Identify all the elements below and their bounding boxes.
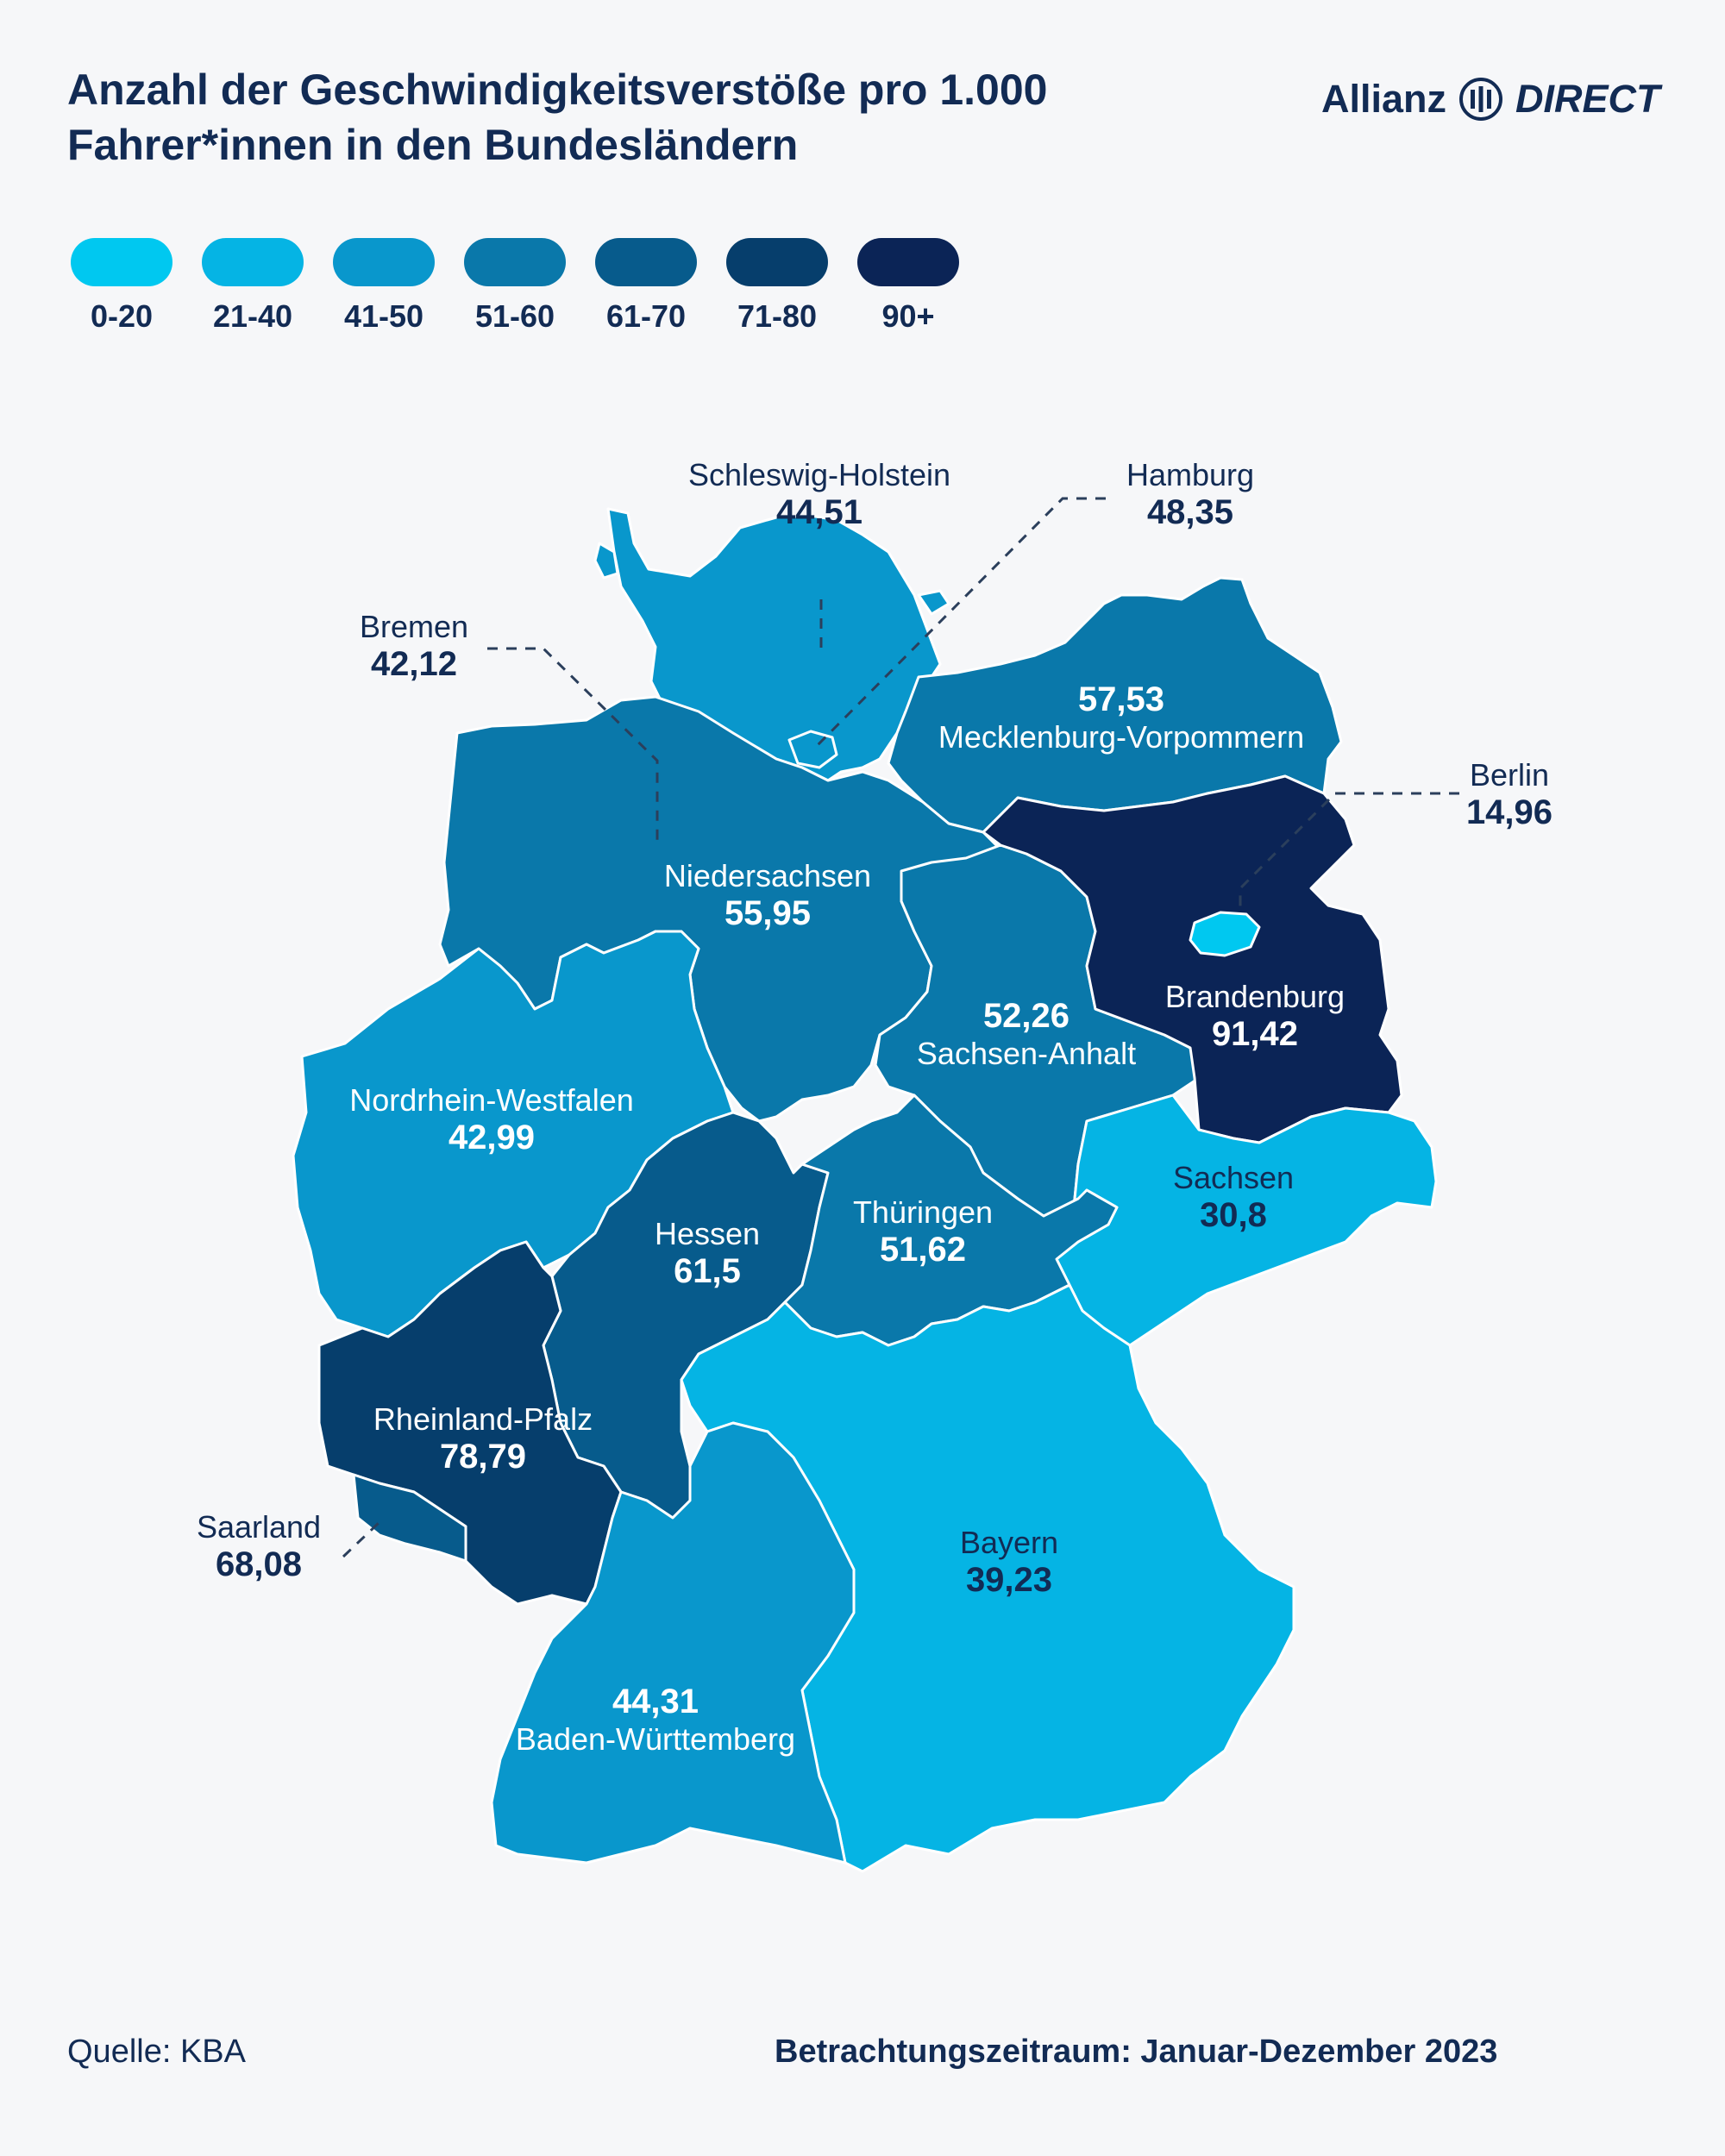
brand-name: Allianz — [1321, 77, 1447, 121]
state-name: Sachsen — [1172, 1160, 1295, 1195]
state-value: 14,96 — [1465, 793, 1553, 832]
legend-item: 61-70 — [595, 238, 697, 335]
leader-line-berlin — [1239, 792, 1459, 914]
label-baden-wuerttemberg: 44,31 Baden-Württemberg — [492, 1682, 819, 1757]
state-name: Rheinland-Pfalz — [373, 1401, 593, 1437]
state-value: 48,35 — [1146, 493, 1234, 532]
legend-item: 0-20 — [71, 238, 172, 335]
state-value: 30,8 — [1200, 1196, 1267, 1235]
period-note: Betrachtungszeitraum: Januar-Dezember 20… — [775, 2034, 1498, 2070]
label-thueringen: Thüringen 51,62 — [828, 1194, 1018, 1269]
label-hessen: Hessen 61,5 — [621, 1216, 794, 1291]
state-value: 44,31 — [612, 1683, 699, 1720]
leader-line-bremen — [487, 647, 659, 841]
state-name: Sachsen-Anhalt — [916, 1036, 1137, 1071]
legend-swatch — [333, 238, 435, 286]
state-name: Baden-Württemberg — [515, 1721, 796, 1757]
legend-label: 51-60 — [474, 298, 555, 334]
state-schleswig-holstein-island[interactable] — [593, 542, 619, 580]
label-brandenburg: Brandenburg 91,42 — [1138, 979, 1371, 1054]
state-hamburg[interactable] — [787, 730, 838, 769]
state-brandenburg[interactable] — [982, 774, 1403, 1144]
legend-swatch — [726, 238, 828, 286]
leader-line-saarland — [342, 1520, 381, 1558]
state-value: 44,51 — [775, 493, 863, 532]
state-value: 91,42 — [1211, 1015, 1299, 1054]
label-rheinland-pfalz: Rheinland-Pfalz 78,79 — [345, 1401, 621, 1476]
label-berlin: Berlin 14,96 — [1432, 757, 1587, 832]
title-line-2: Fahrer*innen in den Bundesländern — [67, 121, 799, 169]
label-schleswig-holstein: Schleswig-Holstein 44,51 — [656, 457, 983, 532]
title-line-1: Anzahl der Geschwindigkeitsverstöße pro … — [67, 66, 1048, 114]
label-sachsen-anhalt: 52,26 Sachsen-Anhalt — [897, 996, 1156, 1071]
state-value: 61,5 — [674, 1252, 741, 1291]
legend-label: 21-40 — [212, 298, 293, 334]
state-name: Bayern — [959, 1525, 1059, 1560]
state-value: 39,23 — [965, 1561, 1053, 1600]
leader-lines — [342, 497, 1459, 1558]
state-name: Bremen — [359, 609, 469, 644]
state-value: 42,12 — [370, 645, 458, 684]
legend-label: 61-70 — [605, 298, 687, 334]
allianz-eagle-icon — [1459, 78, 1503, 121]
state-value: 42,99 — [448, 1119, 536, 1157]
state-name: Brandenburg — [1164, 979, 1346, 1014]
state-name: Berlin — [1469, 757, 1550, 793]
label-bayern: Bayern 39,23 — [914, 1525, 1104, 1600]
state-name: Mecklenburg-Vorpommern — [938, 719, 1305, 755]
state-berlin[interactable] — [1189, 911, 1261, 957]
state-value: 78,79 — [439, 1438, 527, 1476]
leader-line-hamburg — [811, 497, 1106, 752]
label-mecklenburg-vorpommern: 57,53 Mecklenburg-Vorpommern — [914, 680, 1328, 755]
legend-swatch — [857, 238, 959, 286]
state-name: Niedersachsen — [663, 858, 872, 893]
state-value: 57,53 — [1077, 680, 1165, 718]
state-shapes — [292, 507, 1438, 1873]
legend-item: 41-50 — [333, 238, 435, 335]
label-sachsen: Sachsen 30,8 — [1156, 1160, 1311, 1235]
state-name: Saarland — [196, 1509, 322, 1545]
state-name: Schleswig-Holstein — [687, 457, 951, 492]
label-saarland: Saarland 68,08 — [172, 1509, 345, 1584]
legend-label: 41-50 — [343, 298, 424, 334]
state-name: Thüringen — [852, 1194, 994, 1230]
label-bremen: Bremen 42,12 — [328, 609, 500, 684]
state-value: 68,08 — [215, 1545, 303, 1584]
state-schleswig-holstein-island[interactable] — [917, 589, 950, 616]
label-niedersachsen: Niedersachsen 55,95 — [638, 858, 897, 933]
legend-item: 51-60 — [464, 238, 566, 335]
legend: 0-20 21-40 41-50 51-60 61-70 71-80 90+ — [71, 238, 968, 342]
state-value: 51,62 — [879, 1231, 967, 1269]
map-title: Anzahl der Geschwindigkeitsverstöße pro … — [67, 62, 1189, 172]
label-hamburg: Hamburg 48,35 — [1087, 457, 1294, 532]
state-value: 52,26 — [982, 997, 1070, 1035]
legend-label: 0-20 — [90, 298, 154, 334]
legend-swatch — [71, 238, 172, 286]
source-note: Quelle: KBA — [67, 2034, 246, 2070]
legend-swatch — [464, 238, 566, 286]
legend-label: 90+ — [881, 298, 935, 334]
state-baden-wuerttemberg[interactable] — [490, 1421, 856, 1865]
state-name: Hessen — [654, 1216, 761, 1251]
label-nordrhein-westfalen: Nordrhein-Westfalen 42,99 — [328, 1082, 656, 1157]
state-value: 55,95 — [724, 894, 812, 933]
legend-item: 21-40 — [202, 238, 304, 335]
legend-item: 90+ — [857, 238, 959, 335]
legend-swatch — [595, 238, 697, 286]
legend-label: 71-80 — [737, 298, 818, 334]
legend-item: 71-80 — [726, 238, 828, 335]
brand-product: DIRECT — [1515, 77, 1660, 121]
legend-swatch — [202, 238, 304, 286]
state-name: Hamburg — [1126, 457, 1255, 492]
allianz-direct-logo: Allianz DIRECT — [1321, 69, 1666, 129]
state-name: Nordrhein-Westfalen — [349, 1082, 634, 1118]
